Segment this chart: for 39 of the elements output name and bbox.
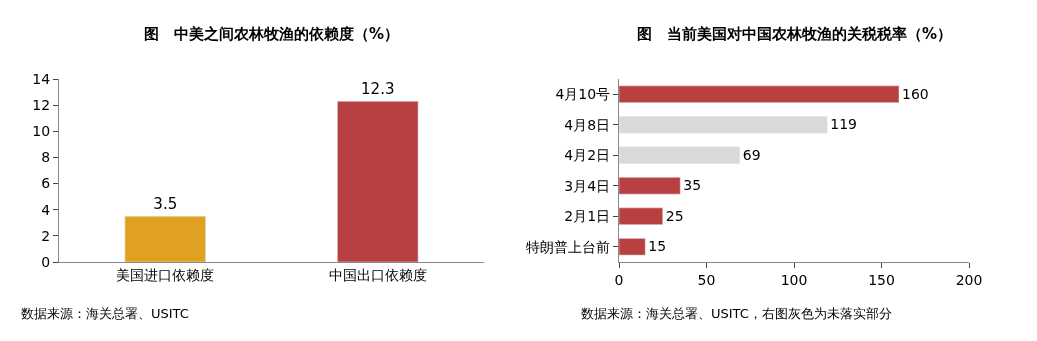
bar (619, 146, 740, 164)
y-tick-label: 4月2日 (564, 147, 611, 164)
y-tick-label: 4月10号 (555, 86, 611, 103)
source-note: 数据来源：海关总署、USITC，右图灰色为未落实部分 (581, 306, 892, 321)
y-tick-label: 12 (32, 97, 51, 114)
y-tick-label: 4 (41, 201, 51, 218)
chart-title: 图 中美之间农林牧渔的依赖度（%） (144, 25, 400, 43)
y-tick-label: 6 (41, 175, 51, 192)
bar (619, 207, 663, 225)
data-label: 119 (830, 116, 857, 133)
x-tick-label: 100 (780, 271, 808, 288)
data-label: 15 (648, 238, 667, 255)
x-tick-label: 50 (697, 271, 716, 288)
bar (619, 238, 646, 256)
x-tick-label: 150 (868, 271, 895, 288)
bar (619, 116, 828, 134)
bar (619, 177, 681, 195)
chart-title: 图 当前美国对中国农林牧渔的关税税率（%） (637, 25, 953, 43)
data-label: 35 (683, 177, 702, 194)
x-tick-label: 美国进口依赖度 (116, 266, 215, 283)
y-tick-label: 0 (41, 253, 51, 270)
data-label: 160 (902, 85, 929, 102)
y-tick-label: 2月1日 (564, 208, 611, 225)
data-label: 12.3 (361, 80, 395, 99)
data-label: 3.5 (153, 195, 178, 214)
y-tick-label: 10 (32, 123, 51, 140)
x-tick-label: 中国出口依赖度 (328, 266, 427, 283)
data-label: 69 (742, 146, 761, 163)
bar (619, 85, 900, 103)
y-tick-label: 3月4日 (564, 177, 611, 194)
y-tick-label: 14 (32, 70, 51, 87)
data-label: 25 (665, 207, 684, 224)
y-tick-label: 2 (41, 227, 51, 244)
source-note: 数据来源：海关总署、USITC (21, 306, 189, 321)
y-tick-label: 4月8日 (564, 116, 611, 133)
x-tick-label: 200 (955, 271, 983, 288)
y-tick-label: 特朗普上台前 (526, 238, 611, 255)
y-tick-label: 8 (41, 149, 51, 166)
x-tick-label: 0 (614, 271, 624, 288)
